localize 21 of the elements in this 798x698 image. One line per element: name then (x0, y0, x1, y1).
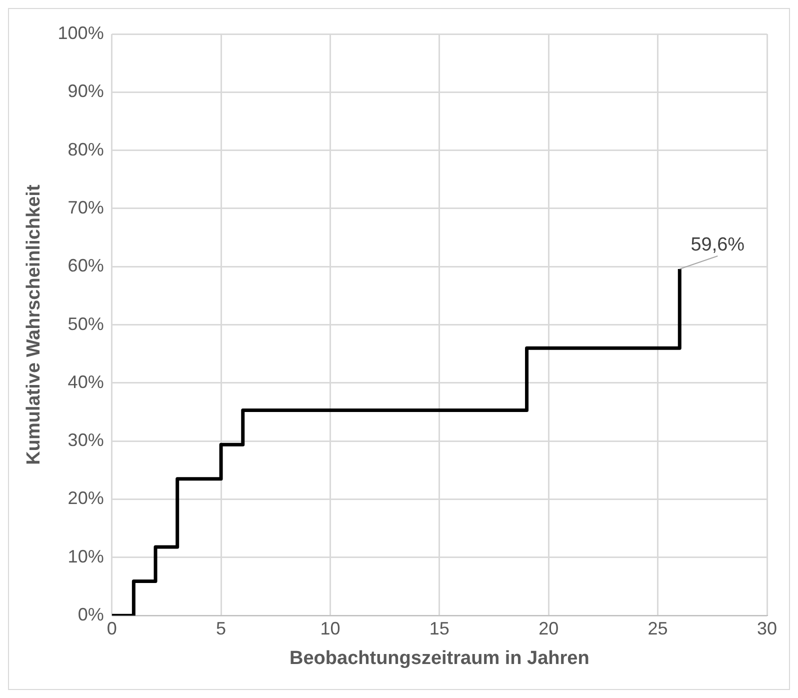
x-tick-label: 20 (538, 618, 559, 638)
x-tick-label: 5 (216, 618, 226, 638)
y-axis-title: Kumulative Wahrscheinlichkeit (24, 184, 45, 465)
y-tick-label: 50% (68, 314, 104, 334)
y-tick-label: 70% (68, 197, 104, 218)
x-tick-label: 15 (429, 618, 450, 638)
x-axis-title: Beobachtungszeitraum in Jahren (289, 648, 590, 669)
y-tick-label: 30% (68, 430, 104, 450)
y-tick-label: 60% (68, 256, 104, 276)
x-tick-label: 0 (106, 618, 117, 638)
y-tick-label: 90% (68, 81, 104, 102)
y-tick-label: 10% (68, 546, 104, 566)
y-tick-label: 0% (78, 604, 104, 625)
y-tick-label: 80% (68, 139, 104, 160)
y-tick-label: 40% (68, 372, 104, 392)
y-tick-label: 100% (58, 22, 104, 43)
x-tick-label: 30 (756, 618, 778, 638)
data-label: 59,6% (690, 234, 745, 256)
y-tick-label: 20% (68, 488, 104, 508)
x-tick-label: 10 (320, 618, 340, 638)
x-tick-label: 25 (648, 618, 668, 638)
